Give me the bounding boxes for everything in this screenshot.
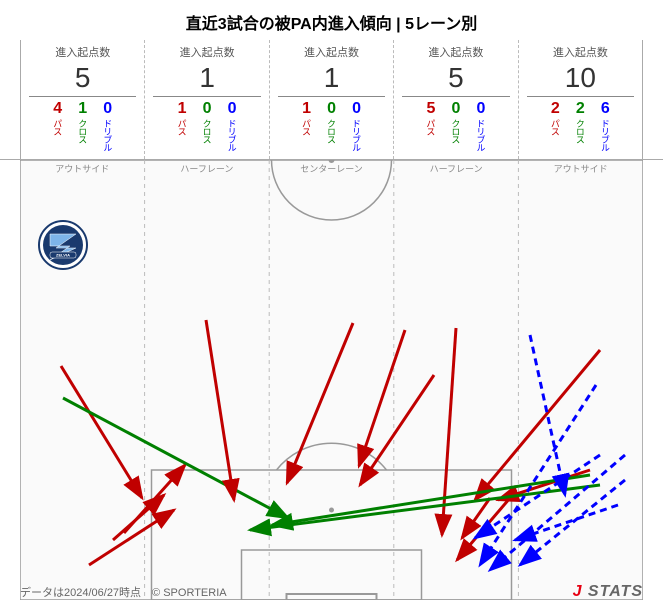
stat-total: 5 — [29, 62, 136, 97]
stat-label: 進入起点数 — [21, 44, 144, 60]
pitch-wrap: アウトサイドハーフレーンセンターレーンハーフレーンアウトサイド ZELVIA — [20, 160, 643, 600]
footer-credit: データは2024/06/27時点 © SPORTERIA — [20, 584, 227, 600]
footer-brand: J STATS — [573, 583, 643, 601]
lane-label: ハーフレーン — [145, 162, 270, 175]
stat-label: 進入起点数 — [270, 44, 393, 60]
stat-breakdown: 4パス 1クロス 0ドリブル — [21, 101, 144, 151]
stat-breakdown: 5パス 0クロス 0ドリブル — [394, 101, 517, 151]
team-logo: ZELVIA — [38, 220, 88, 270]
stat-label: 進入起点数 — [519, 44, 642, 60]
stats-row: 進入起点数 5 4パス 1クロス 0ドリブル 進入起点数 1 1パス 0クロス … — [0, 40, 663, 160]
stat-breakdown: 1パス 0クロス 0ドリブル — [270, 101, 393, 151]
svg-text:ZELVIA: ZELVIA — [56, 253, 70, 258]
lane-stat: 進入起点数 5 4パス 1クロス 0ドリブル — [20, 40, 145, 159]
stat-label: 進入起点数 — [394, 44, 517, 60]
lane-stat: 進入起点数 5 5パス 0クロス 0ドリブル — [394, 40, 518, 159]
lane-labels: アウトサイドハーフレーンセンターレーンハーフレーンアウトサイド — [20, 162, 643, 175]
lane-label: ハーフレーン — [394, 162, 519, 175]
lane-label: アウトサイド — [518, 162, 643, 175]
stat-total: 1 — [278, 62, 385, 97]
stat-total: 5 — [402, 62, 509, 97]
footer: データは2024/06/27時点 © SPORTERIA J STATS — [0, 583, 663, 601]
stat-breakdown: 1パス 0クロス 0ドリブル — [145, 101, 268, 151]
lane-stat: 進入起点数 1 1パス 0クロス 0ドリブル — [145, 40, 269, 159]
chart-title: 直近3試合の被PA内進入傾向 | 5レーン別 — [0, 0, 663, 40]
stat-breakdown: 2パス 2クロス 6ドリブル — [519, 101, 642, 151]
lane-label: センターレーン — [269, 162, 394, 175]
stat-total: 10 — [527, 62, 634, 97]
lane-label: アウトサイド — [20, 162, 145, 175]
lane-stat: 進入起点数 10 2パス 2クロス 6ドリブル — [519, 40, 643, 159]
stat-total: 1 — [153, 62, 260, 97]
chart-container: 直近3試合の被PA内進入傾向 | 5レーン別 進入起点数 5 4パス 1クロス … — [0, 0, 663, 611]
lane-stat: 進入起点数 1 1パス 0クロス 0ドリブル — [270, 40, 394, 159]
stat-label: 進入起点数 — [145, 44, 268, 60]
pitch-svg — [20, 160, 643, 600]
